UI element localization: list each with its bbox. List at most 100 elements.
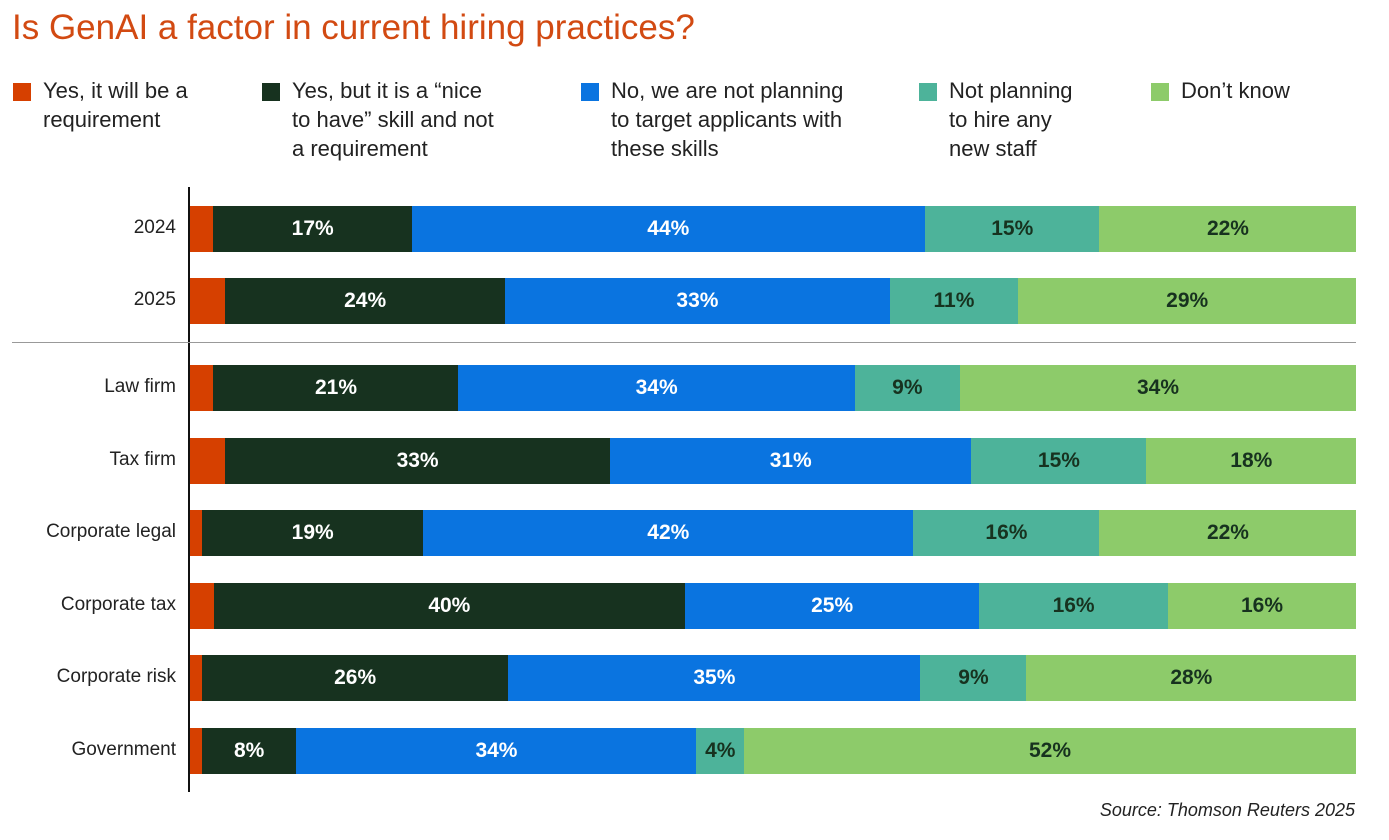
bar-segment: 28%: [1026, 655, 1357, 701]
bar-segment: 11%: [889, 278, 1019, 324]
bar-segment: 15%: [924, 206, 1100, 252]
legend-item: Don’t know: [1151, 76, 1290, 105]
data-label: 33%: [396, 449, 439, 472]
bar-segment: 44%: [411, 206, 926, 252]
bar-segment: 16%: [1167, 583, 1357, 629]
legend-label: new staff: [949, 136, 1037, 161]
legend-label: to have” skill and not: [292, 107, 494, 132]
data-label: 52%: [1029, 739, 1072, 762]
data-label: 15%: [991, 217, 1034, 240]
bar-segment: 4%: [696, 728, 745, 774]
legend-item: No, we are not planning to target applica…: [581, 76, 844, 163]
bar-segment: 21%: [213, 365, 459, 411]
bar-segment: 34%: [458, 365, 856, 411]
bar-segment: 34%: [959, 365, 1357, 411]
data-label: 22%: [1206, 521, 1249, 544]
category-label: 2025: [133, 289, 176, 310]
data-label: 19%: [291, 521, 334, 544]
legend-swatch: [262, 83, 280, 101]
bar-segment: [190, 438, 226, 484]
legend-label: Not planning: [949, 78, 1073, 103]
bar-segment: [190, 278, 226, 324]
category-label: Law firm: [104, 376, 176, 397]
legend-label: No, we are not planning: [611, 78, 844, 103]
bar-segment: [190, 206, 214, 252]
data-label: 34%: [1137, 376, 1180, 399]
legend-swatch: [919, 83, 937, 101]
data-label: 17%: [291, 217, 334, 240]
category-label: Government: [71, 739, 176, 760]
data-label: 18%: [1230, 449, 1273, 472]
category-label: 2024: [133, 217, 176, 238]
bar-segment: 19%: [201, 510, 424, 556]
category-label: Corporate legal: [46, 521, 176, 542]
data-label: 24%: [344, 289, 387, 312]
data-label: 25%: [811, 594, 854, 617]
bar-segment: 29%: [1017, 278, 1357, 324]
bar-segment: [190, 655, 203, 701]
legend-swatch: [581, 83, 599, 101]
bar-segment: [190, 510, 203, 556]
data-label: 33%: [676, 289, 719, 312]
bar-segment: 31%: [609, 438, 972, 484]
category-label: Corporate risk: [56, 666, 176, 687]
legend-label: requirement: [43, 107, 161, 132]
legend-label: Don’t know: [1181, 78, 1290, 103]
bar-segment: 17%: [213, 206, 413, 252]
data-label: 40%: [428, 594, 471, 617]
data-label: 9%: [892, 376, 923, 399]
bar-segment: 33%: [224, 438, 611, 484]
legend-label: these skills: [611, 136, 719, 161]
data-label: 44%: [647, 217, 690, 240]
legend-swatch: [13, 83, 31, 101]
bar-segment: [190, 728, 203, 774]
data-label: 9%: [958, 666, 989, 689]
legend-label: Yes, it will be a: [43, 78, 188, 103]
legend-label: a requirement: [292, 136, 428, 161]
bar-segment: 24%: [224, 278, 506, 324]
legend-item: Not planning to hire any new staff: [919, 76, 1073, 163]
bar-segment: 16%: [979, 583, 1169, 629]
bar-segment: 52%: [743, 728, 1357, 774]
data-label: 15%: [1037, 449, 1080, 472]
bar-segment: 33%: [504, 278, 891, 324]
bar-segment: 15%: [971, 438, 1147, 484]
source-note: Source: Thomson Reuters 2025: [1099, 800, 1355, 820]
category-label: Corporate tax: [60, 594, 176, 615]
legend-item: Yes, it will be a requirement: [13, 76, 188, 134]
data-label: 8%: [233, 739, 265, 762]
legend-label: Yes, but it is a “nice: [292, 78, 482, 103]
data-label: 16%: [1052, 594, 1095, 617]
category-label: Tax firm: [109, 449, 177, 470]
data-label: 34%: [635, 376, 678, 399]
group-divider: [12, 342, 1356, 343]
bar-segment: [190, 583, 215, 629]
bar-segment: 35%: [508, 655, 921, 701]
data-label: 35%: [693, 666, 736, 689]
bar-segment: 22%: [1099, 206, 1357, 252]
bar-segment: 40%: [213, 583, 686, 629]
data-label: 22%: [1206, 217, 1249, 240]
data-label: 31%: [769, 449, 812, 472]
legend-item: Yes, but it is a “nice to have” skill and…: [262, 76, 494, 163]
bar-segment: [190, 365, 214, 411]
data-label: 26%: [334, 666, 377, 689]
data-label: 4%: [705, 739, 736, 762]
legend-label: to target applicants with: [611, 107, 843, 132]
data-label: 29%: [1166, 289, 1209, 312]
data-label: 16%: [985, 521, 1028, 544]
chart-title: Is GenAI a factor in current hiring prac…: [12, 8, 695, 47]
legend-swatch: [1151, 83, 1169, 101]
bar-segment: 42%: [423, 510, 914, 556]
bar-segment: 22%: [1099, 510, 1357, 556]
bar-segment: 18%: [1146, 438, 1357, 484]
bar-segment: 8%: [201, 728, 297, 774]
data-label: 34%: [475, 739, 518, 762]
data-label: 16%: [1241, 594, 1284, 617]
legend-label: to hire any: [949, 107, 1052, 132]
data-label: 21%: [314, 376, 357, 399]
bar-segment: 9%: [920, 655, 1027, 701]
data-label: 11%: [933, 289, 975, 312]
data-label: 28%: [1170, 666, 1213, 689]
bar-segment: 16%: [912, 510, 1100, 556]
